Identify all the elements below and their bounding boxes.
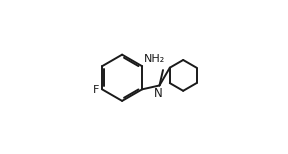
Text: NH₂: NH₂	[144, 54, 166, 64]
Text: N: N	[154, 87, 163, 100]
Text: F: F	[93, 85, 100, 95]
